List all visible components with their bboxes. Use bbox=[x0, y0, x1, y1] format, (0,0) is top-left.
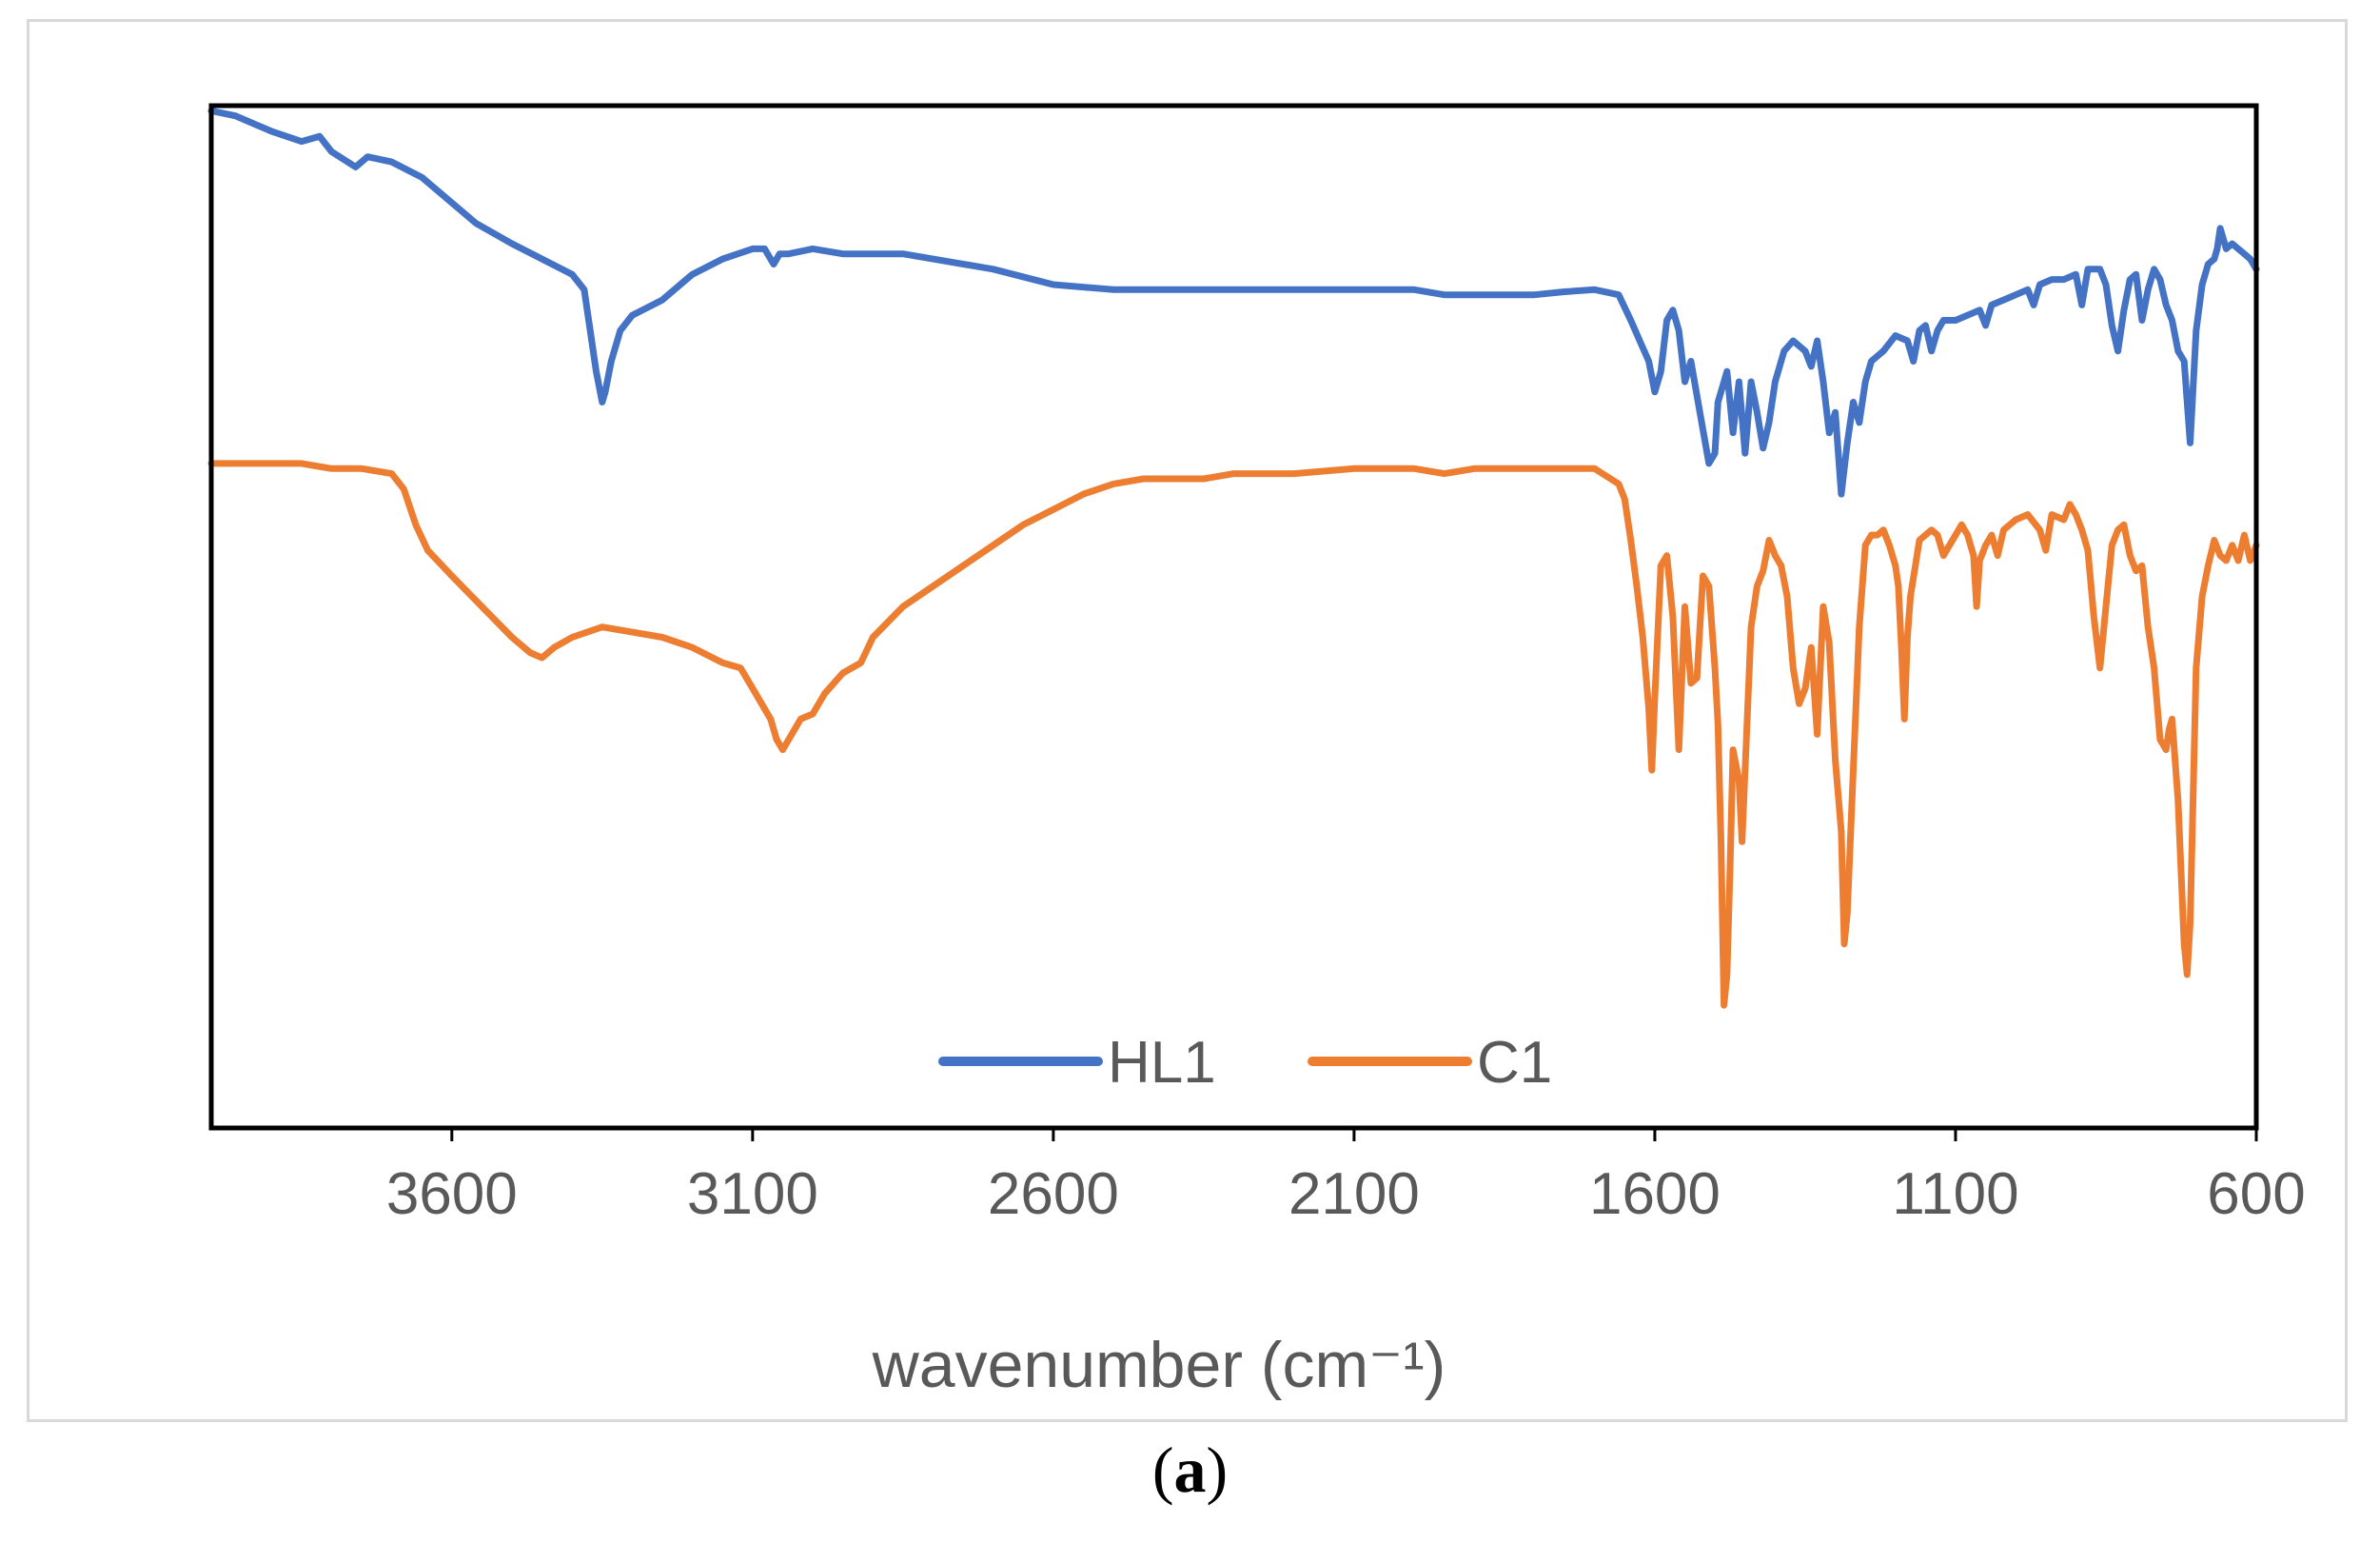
x-tick-label: 600 bbox=[2207, 1161, 2305, 1227]
legend-label-c1: C1 bbox=[1477, 1030, 1552, 1096]
x-tick-label: 2100 bbox=[1288, 1161, 1420, 1227]
caption-close-paren: ) bbox=[1206, 1434, 1229, 1506]
x-tick-label: 3100 bbox=[687, 1161, 818, 1227]
caption-open-paren: ( bbox=[1151, 1434, 1174, 1506]
series-line-c1 bbox=[207, 460, 2260, 1009]
series-line-hl1 bbox=[207, 107, 2260, 498]
x-tick-label: 1600 bbox=[1589, 1161, 1721, 1227]
x-tick-label: 1100 bbox=[1892, 1161, 2018, 1227]
x-axis-ticks: 3600 3100 2600 2100 1600 1100 600 bbox=[386, 1128, 2306, 1227]
x-axis-title: wavenumber (cm⁻¹) bbox=[872, 1329, 1446, 1401]
x-tick-label: 3600 bbox=[386, 1161, 518, 1227]
series-layer bbox=[207, 107, 2260, 1009]
caption-letter: a bbox=[1173, 1434, 1207, 1506]
chart-frame: 3600 3100 2600 2100 1600 1100 600 wavenumber (… bbox=[27, 19, 2348, 1422]
x-tick-label: 2600 bbox=[988, 1161, 1119, 1227]
legend-label-hl1: HL1 bbox=[1108, 1030, 1216, 1096]
plot-area bbox=[208, 103, 2259, 1131]
ir-spectrum-chart: 3600 3100 2600 2100 1600 1100 600 wavenumber (… bbox=[207, 103, 2306, 1401]
legend: HL1 C1 bbox=[938, 1030, 1552, 1096]
figure-caption: (a) bbox=[0, 1433, 2380, 1508]
